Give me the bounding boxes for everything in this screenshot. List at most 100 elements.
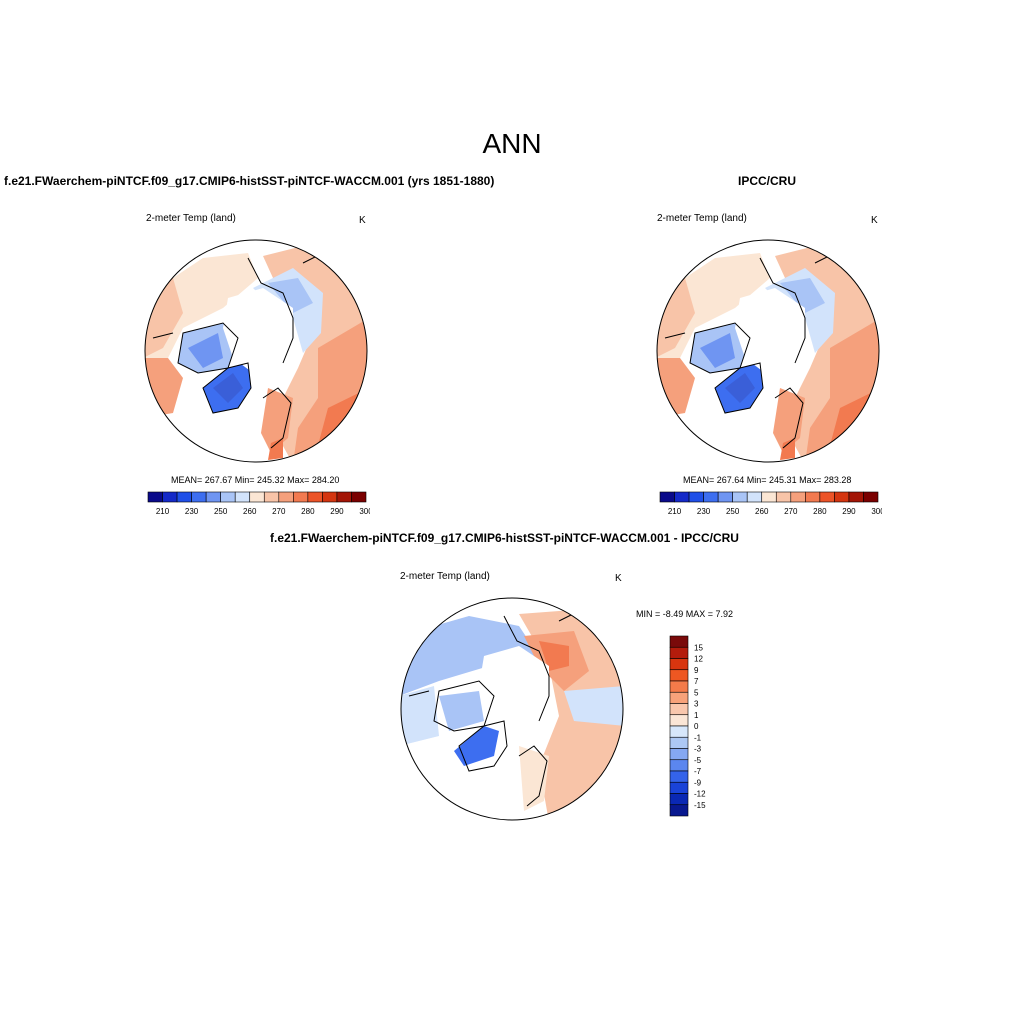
baffin-region <box>188 333 223 368</box>
diff-colorbar-tick-label: -3 <box>694 745 702 754</box>
model-panel-title: f.e21.FWaerchem-piNTCF.f09_g17.CMIP6-his… <box>4 174 495 188</box>
colorbar-swatch <box>834 491 850 503</box>
diff-colorbar-tick-label: -1 <box>694 733 702 742</box>
obs-variable-label: 2-meter Temp (land) <box>657 213 747 224</box>
arctic-ocean <box>735 288 805 373</box>
colorbar-swatch <box>746 491 763 503</box>
obs-polar-map <box>656 239 880 463</box>
diff-siberia-hotspot <box>539 641 569 671</box>
colorbar-tick-label: 290 <box>330 507 344 516</box>
diff-colorbar-swatch <box>669 725 689 738</box>
model-variable-label: 2-meter Temp (land) <box>146 213 236 224</box>
coastline-scandinavia <box>262 387 292 449</box>
colorbar-swatch <box>761 491 777 503</box>
diff-colorbar-swatch <box>669 680 689 693</box>
diff-colorbar-swatch <box>669 635 689 648</box>
diff-colorbar-swatch <box>669 646 689 659</box>
coastline-scandinavia <box>518 745 548 807</box>
map-boundary <box>656 239 880 463</box>
europe-region <box>261 388 293 453</box>
east-siberia-region <box>780 278 825 313</box>
colorbar-tick-label: 210 <box>156 507 170 516</box>
colorbar-swatch <box>674 491 690 503</box>
coastline-greenland <box>714 362 764 414</box>
model-polar-map <box>144 239 368 463</box>
colorbar-tick-label: 280 <box>301 507 315 516</box>
colorbar-swatch <box>263 491 280 503</box>
diff-colorbar-tick-label: 3 <box>694 700 699 709</box>
coastline-alaska <box>152 332 174 339</box>
colorbar-swatch <box>205 491 221 503</box>
colorbar-swatch <box>351 491 367 503</box>
diff-archipelago <box>439 691 484 731</box>
coastline-greenland <box>458 720 508 772</box>
diff-colorbar-swatch <box>669 714 689 727</box>
colorbar-swatch <box>322 491 338 503</box>
coastline-alaska <box>408 690 430 697</box>
diff-colorbar-tick-label: -15 <box>694 801 706 810</box>
diff-colorbar-swatch <box>669 770 689 783</box>
diff-west-coast <box>401 686 439 746</box>
diff-central-asia <box>564 686 623 726</box>
colorbar-swatch <box>805 491 821 503</box>
uk-region <box>780 438 795 460</box>
colorbar-swatch <box>863 491 879 503</box>
greenland-core <box>725 373 755 403</box>
diff-greenland <box>454 726 499 766</box>
colorbar-swatch <box>659 491 675 503</box>
colorbar-swatch <box>162 491 178 503</box>
colorbar-swatch <box>717 491 733 503</box>
diff-colorbar-tick-label: 1 <box>694 711 699 720</box>
obs-panel-title: IPCC/CRU <box>738 174 797 188</box>
colorbar-swatch <box>790 491 806 503</box>
colorbar-tick-label: 250 <box>214 507 228 516</box>
colorbar-swatch <box>732 491 748 503</box>
diff-colorbar-swatch <box>669 781 689 794</box>
season-title: ANN <box>482 128 542 159</box>
colorbar-swatch <box>307 491 323 503</box>
diff-colorbar: 15 12 9 7 5 3 1 0 -1 -3 -5 -7 -9 -12 -15 <box>669 635 706 817</box>
colorbar-tick-label: 210 <box>668 507 682 516</box>
colorbar-tick-label: 270 <box>272 507 286 516</box>
arctic-ocean <box>223 288 293 373</box>
diff-colorbar-tick-label: 0 <box>694 722 699 731</box>
map-field <box>145 240 367 462</box>
colorbar-tick-label: 300 <box>359 507 370 516</box>
colorbar-tick-label: 280 <box>813 507 827 516</box>
europe-region <box>773 388 805 453</box>
diff-colorbar-swatch <box>669 804 689 817</box>
colorbar-swatch <box>191 491 207 503</box>
diff-colorbar-tick-label: 5 <box>694 688 699 697</box>
obs-stats: MEAN= 267.64 Min= 245.31 Max= 283.28 <box>683 475 852 485</box>
diff-colorbar-swatch <box>669 736 689 749</box>
colorbar-swatch <box>220 491 236 503</box>
diff-colorbar-tick-label: 15 <box>694 643 703 652</box>
colorbar-tick-label: 300 <box>871 507 882 516</box>
colorbar-swatch <box>234 491 251 503</box>
coastline-siberia <box>759 257 806 364</box>
diff-stats: MIN = -8.49 MAX = 7.92 <box>636 609 734 619</box>
map-boundary <box>400 597 624 821</box>
diff-colorbar-swatch <box>669 669 689 682</box>
model-stats: MEAN= 267.67 Min= 245.32 Max= 284.20 <box>171 475 340 485</box>
diff-colorbar-swatch <box>669 658 689 671</box>
colorbar-swatch <box>848 491 864 503</box>
diff-colorbar-swatch <box>669 748 689 761</box>
colorbar-swatch <box>336 491 352 503</box>
coastline-siberia <box>247 257 294 364</box>
colorbar-tick-label: 230 <box>185 507 199 516</box>
colorbar-swatch <box>293 491 309 503</box>
coastline-scandinavia <box>774 387 804 449</box>
diff-colorbar-swatch <box>669 691 689 704</box>
diff-colorbar-tick-label: -9 <box>694 778 702 787</box>
colorbar-swatch <box>819 491 835 503</box>
diff-europe <box>519 746 549 811</box>
diff-panel-title: f.e21.FWaerchem-piNTCF.f09_g17.CMIP6-his… <box>270 531 739 545</box>
colorbar-swatch <box>775 491 792 503</box>
map-field <box>657 240 879 462</box>
map-boundary <box>144 239 368 463</box>
colorbar-tick-label: 270 <box>784 507 798 516</box>
colorbar-swatch <box>249 491 265 503</box>
map-field <box>401 598 623 820</box>
greenland-core <box>213 373 243 403</box>
